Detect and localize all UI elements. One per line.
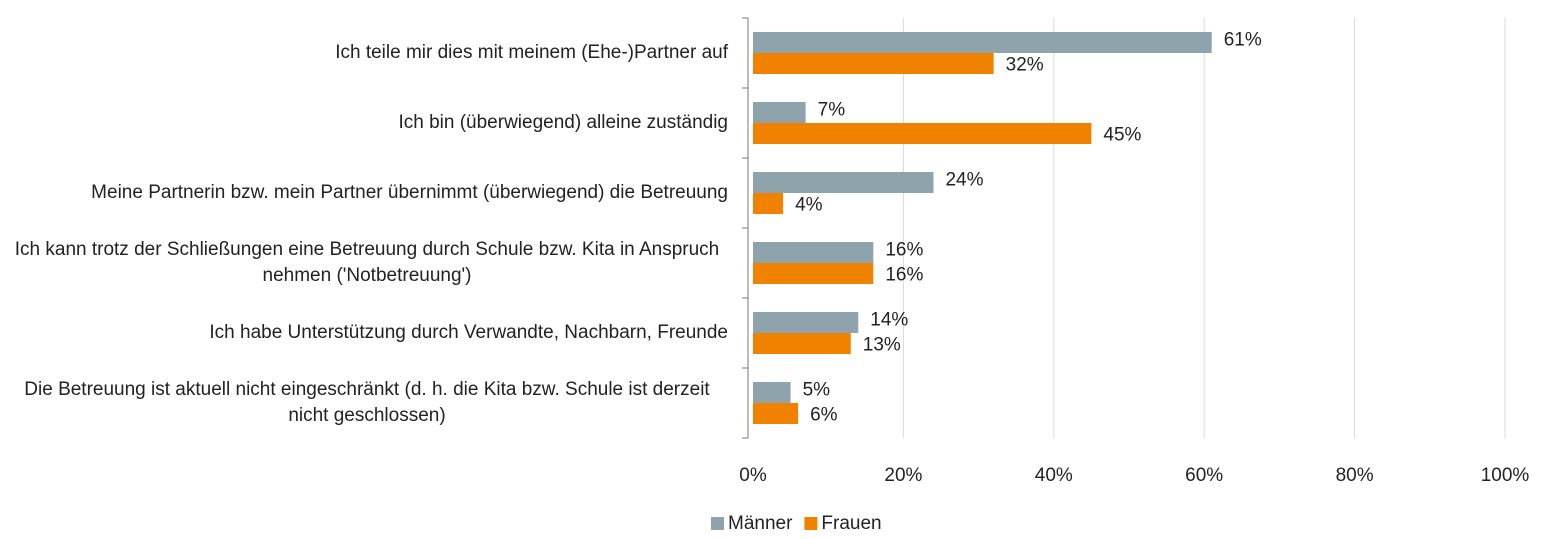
bar bbox=[753, 403, 799, 424]
bar bbox=[753, 312, 859, 333]
x-tick-label: 60% bbox=[1185, 465, 1223, 486]
category-label-box: Meine Partnerin bzw. mein Partner überni… bbox=[91, 158, 728, 228]
value-label: 6% bbox=[810, 405, 838, 426]
y-tick-label: Meine Partnerin bzw. mein Partner überni… bbox=[91, 182, 728, 203]
bar bbox=[753, 102, 806, 123]
bar bbox=[753, 32, 1212, 53]
category-label-box: Ich bin (überwiegend) alleine zuständig bbox=[398, 88, 728, 158]
value-label: 24% bbox=[945, 170, 983, 191]
category-label-box: Ich teile mir dies mit meinem (Ehe-)Part… bbox=[335, 18, 728, 88]
category-label-box: Ich kann trotz der Schließungen eine Bet… bbox=[6, 228, 728, 298]
value-label: 45% bbox=[1103, 125, 1141, 146]
x-tick-label: 40% bbox=[1035, 465, 1073, 486]
legend-label: Frauen bbox=[821, 513, 881, 534]
y-tick-label: Ich habe Unterstützung durch Verwandte, … bbox=[209, 322, 728, 343]
legend-swatch bbox=[804, 517, 818, 530]
value-label: 5% bbox=[803, 380, 831, 401]
y-tick-label: Ich teile mir dies mit meinem (Ehe-)Part… bbox=[335, 42, 728, 63]
bar bbox=[753, 263, 874, 284]
y-tick-label: Ich kann trotz der Schließungen eine Bet… bbox=[14, 239, 720, 286]
x-tick-label: 100% bbox=[1481, 465, 1530, 486]
value-label: 32% bbox=[1006, 55, 1044, 76]
value-label: 61% bbox=[1224, 30, 1262, 51]
value-label: 4% bbox=[795, 195, 823, 216]
x-tick-label: 0% bbox=[739, 465, 767, 486]
value-label: 14% bbox=[870, 310, 908, 331]
bar bbox=[753, 193, 784, 214]
bar bbox=[753, 333, 851, 354]
bar bbox=[753, 382, 791, 403]
y-tick-label: Ich bin (überwiegend) alleine zuständig bbox=[398, 112, 728, 133]
y-tick-label: Die Betreuung ist aktuell nicht eingesch… bbox=[24, 379, 710, 426]
bar bbox=[753, 53, 994, 74]
bar bbox=[753, 123, 1092, 144]
value-label: 7% bbox=[818, 100, 846, 121]
value-label: 16% bbox=[885, 265, 923, 286]
value-label: 13% bbox=[863, 335, 901, 356]
legend-swatch bbox=[711, 517, 724, 530]
bar bbox=[753, 172, 934, 193]
value-label: 16% bbox=[885, 240, 923, 261]
x-tick-label: 80% bbox=[1336, 465, 1374, 486]
x-tick-label: 20% bbox=[884, 465, 922, 486]
legend-label: Männer bbox=[728, 513, 793, 534]
bar bbox=[753, 242, 874, 263]
category-label-box: Ich habe Unterstützung durch Verwandte, … bbox=[209, 298, 728, 368]
category-label-box: Die Betreuung ist aktuell nicht eingesch… bbox=[6, 368, 728, 438]
